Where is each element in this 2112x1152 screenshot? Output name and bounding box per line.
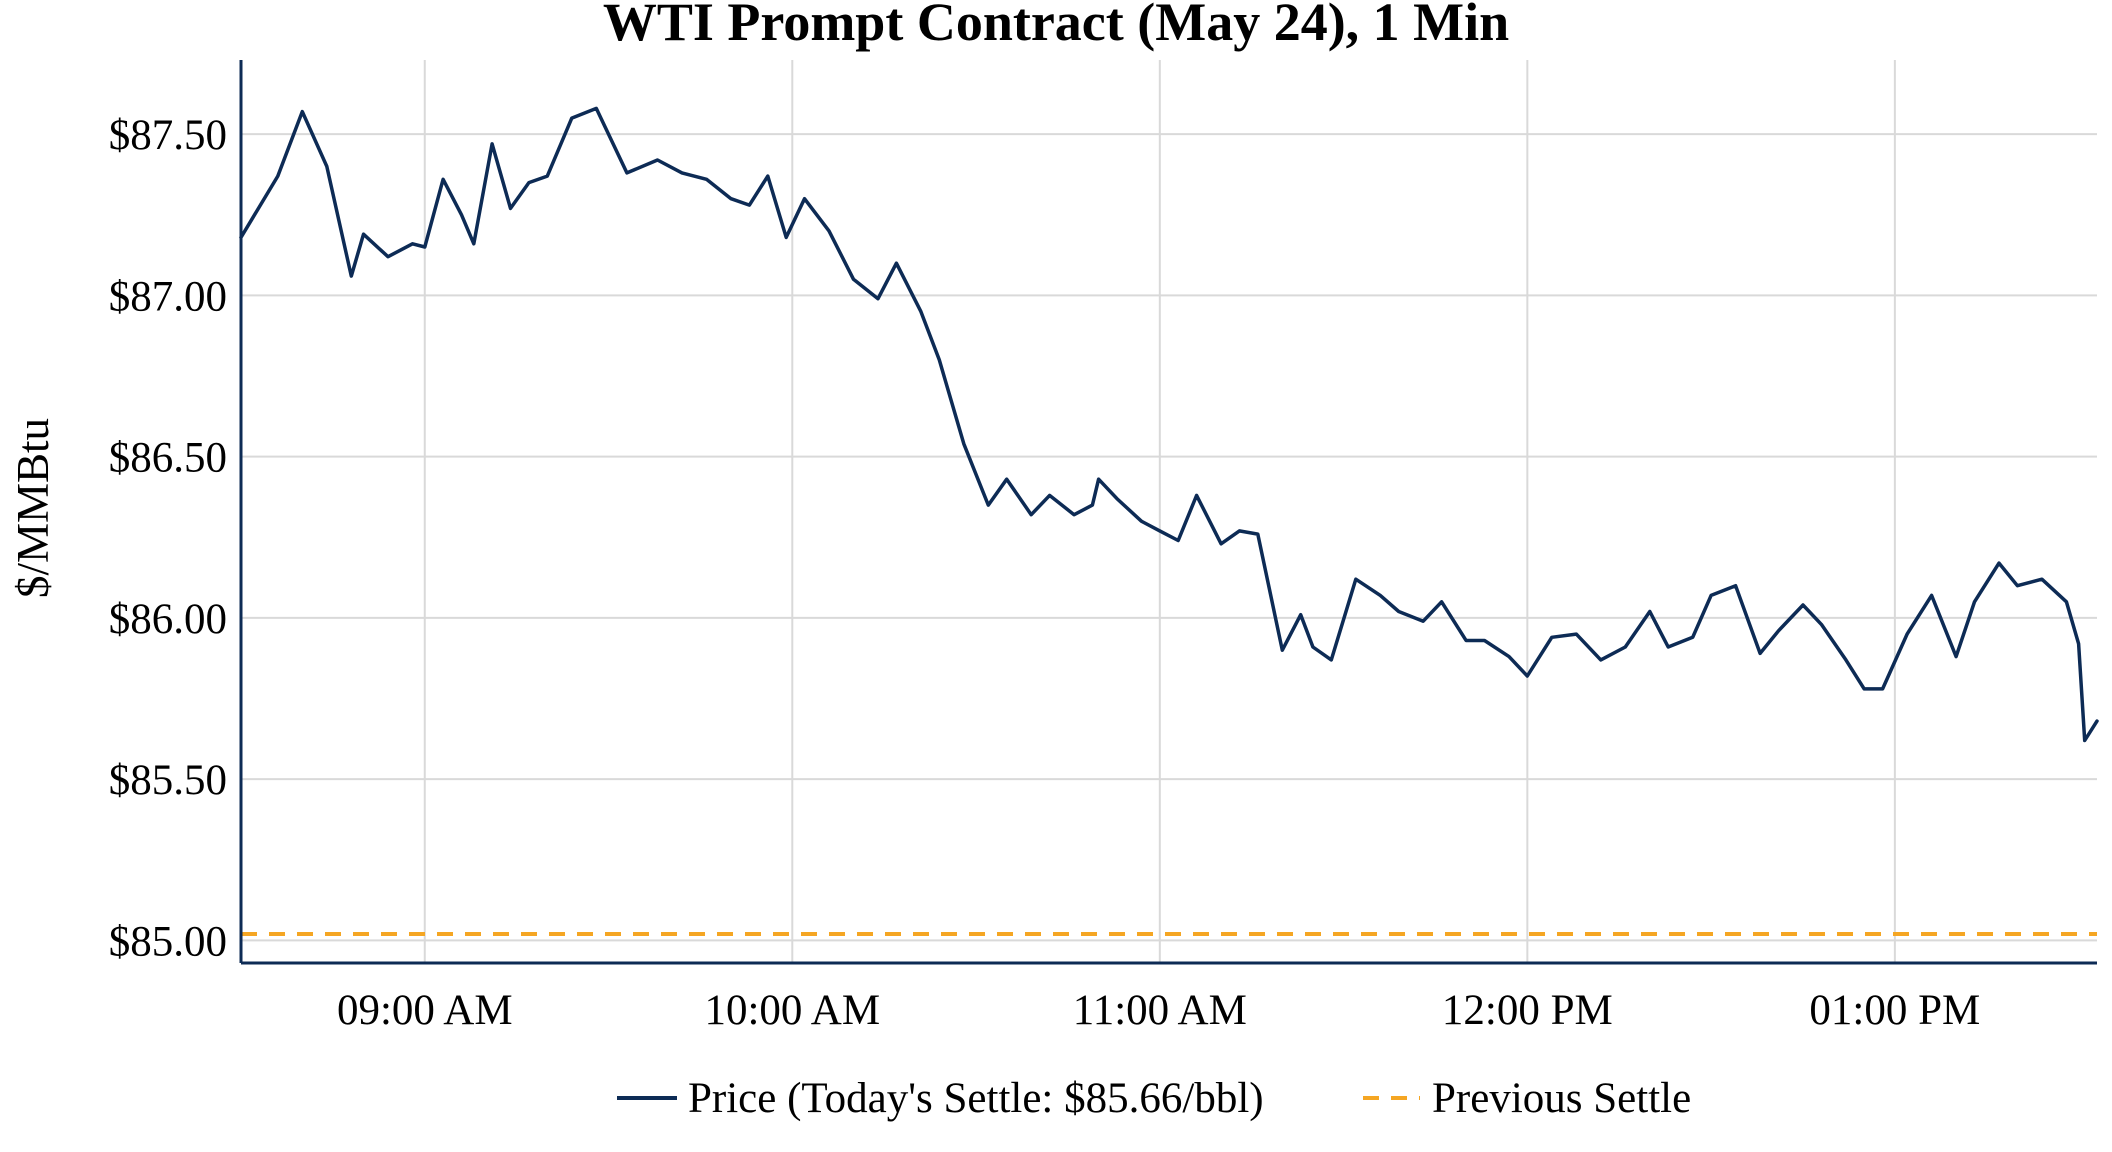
y-tick-label: $85.00 xyxy=(109,918,227,965)
chart-title: WTI Prompt Contract (May 24), 1 Min xyxy=(603,0,1509,52)
y-tick-label: $85.50 xyxy=(109,757,227,804)
legend-price-label: Price (Today's Settle: $85.66/bbl) xyxy=(688,1075,1264,1122)
axes xyxy=(239,60,2097,965)
y-tick-label: $86.00 xyxy=(109,596,227,643)
x-tick-label: 12:00 PM xyxy=(1442,987,1613,1034)
y-tick-label: $87.00 xyxy=(109,273,227,320)
y-axis-title: $/MMBtu xyxy=(8,418,58,598)
grid xyxy=(241,60,2097,963)
x-tick-label: 10:00 AM xyxy=(704,987,880,1034)
legend-previous-settle-label: Previous Settle xyxy=(1432,1075,1691,1122)
price-layer xyxy=(239,106,2099,743)
x-tick-label: 11:00 AM xyxy=(1073,987,1247,1034)
x-tick-labels: 09:00 AM 10:00 AM 11:00 AM 12:00 PM 01:00 PM xyxy=(337,987,1980,1034)
y-tick-label: $86.50 xyxy=(109,435,227,482)
y-tick-labels: $85.00 $85.50 $86.00 $86.50 $87.00 $87.50 xyxy=(109,112,227,965)
x-tick-label: 09:00 AM xyxy=(337,987,513,1034)
legend: Price (Today's Settle: $85.66/bbl) Previ… xyxy=(617,1075,1691,1122)
x-tick-label: 01:00 PM xyxy=(1809,987,1980,1034)
y-tick-label: $87.50 xyxy=(109,112,227,159)
price-series-line xyxy=(239,106,2099,743)
